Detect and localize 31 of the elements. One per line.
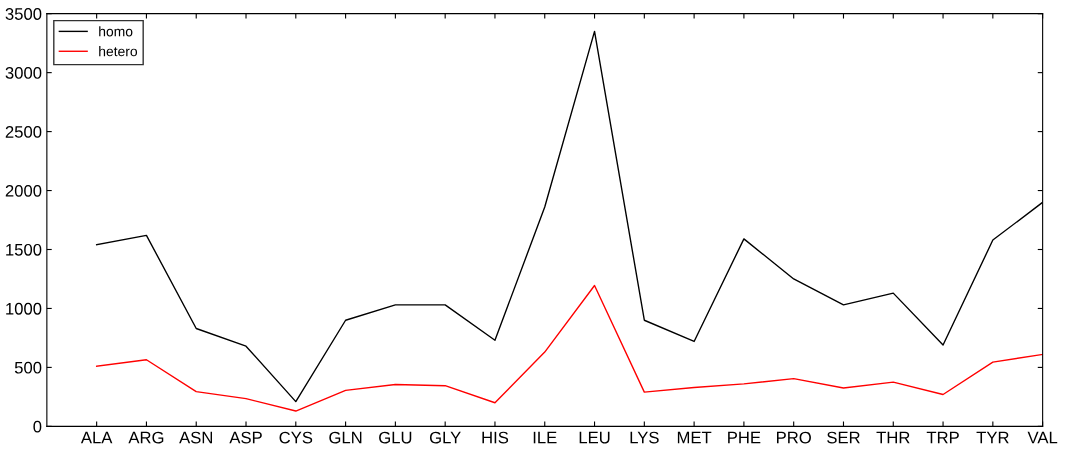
x-tick-label: ILE (533, 431, 557, 444)
x-tick-label: LYS (630, 431, 659, 444)
y-tick-label: 1500 (6, 243, 42, 256)
y-tick-label: 1000 (6, 302, 42, 315)
x-tick-label: PRO (777, 431, 811, 444)
x-tick-label: HIS (482, 431, 509, 444)
x-tick-label: ASP (229, 431, 262, 444)
y-tick-label: 2500 (5, 125, 42, 138)
x-tick-label: ARG (128, 431, 164, 444)
x-tick-label: TRP (926, 431, 959, 444)
x-tick-label: VAL (1027, 431, 1058, 444)
y-tick-label: 0 (33, 420, 42, 433)
x-tick-label: LEU (579, 431, 610, 444)
x-tick-label: ALA (80, 431, 113, 444)
y-tick-label: 3500 (5, 8, 42, 20)
legend-label: hetero (99, 46, 138, 57)
x-tick-label: GLN (329, 431, 362, 444)
x-tick-label: MET (677, 431, 712, 444)
x-tick-label: CYS (279, 431, 313, 444)
x-tick-label: TYR (976, 431, 1009, 444)
x-tick-label: THR (876, 431, 910, 444)
x-tick-label: GLY (429, 431, 461, 444)
x-tick-label: ASN (179, 431, 212, 444)
x-tick-label: PHE (728, 431, 761, 444)
y-tick-label: 500 (14, 361, 42, 374)
x-tick-label: GLU (379, 431, 412, 444)
y-tick-label: 3000 (5, 67, 42, 79)
y-tick-label: 2000 (5, 184, 42, 197)
x-tick-label: SER (827, 431, 860, 444)
legend-label: homo (99, 26, 133, 37)
line-series (95, 284, 1043, 412)
